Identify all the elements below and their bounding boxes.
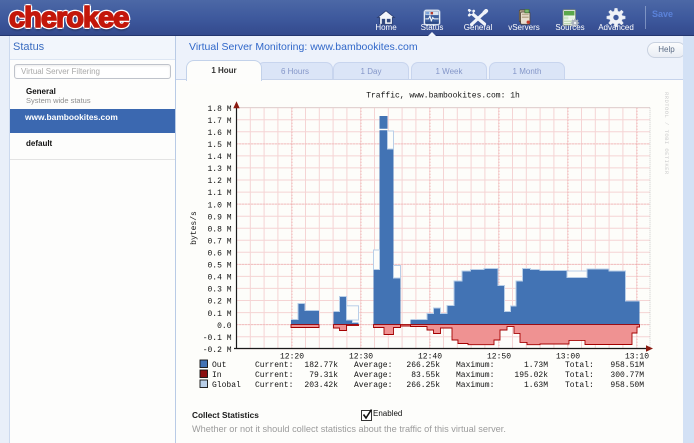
svg-text:1.8 M: 1.8 M — [207, 105, 231, 114]
svg-text:Average:: Average: — [354, 371, 392, 380]
svg-text:0.2 M: 0.2 M — [207, 298, 231, 307]
svg-text:Current:: Current: — [255, 371, 293, 380]
svg-text:12:30: 12:30 — [349, 353, 373, 362]
svg-text:203.42k: 203.42k — [304, 381, 338, 390]
svg-text:Global: Global — [212, 381, 241, 390]
svg-text:1.6 M: 1.6 M — [207, 129, 231, 138]
svg-text:0.7 M: 0.7 M — [207, 237, 231, 246]
svg-text:195.02k: 195.02k — [514, 371, 548, 380]
svg-text:0.5 M: 0.5 M — [207, 262, 231, 271]
svg-text:958.50M: 958.50M — [610, 381, 644, 390]
svg-text:In: In — [212, 371, 222, 380]
svg-text:Maximum:: Maximum: — [456, 361, 494, 370]
svg-text:83.55k: 83.55k — [411, 371, 440, 380]
svg-text:1.63M: 1.63M — [524, 381, 548, 390]
svg-text:0.1 M: 0.1 M — [207, 310, 231, 319]
svg-text:13:00: 13:00 — [556, 353, 580, 362]
svg-text:266.25k: 266.25k — [406, 361, 440, 370]
svg-text:300.77M: 300.77M — [610, 371, 644, 380]
svg-text:1.73M: 1.73M — [524, 361, 548, 370]
svg-text:Total:: Total: — [565, 381, 594, 390]
svg-text:12:50: 12:50 — [487, 353, 511, 362]
svg-text:79.31k: 79.31k — [309, 371, 338, 380]
svg-text:RRDTOOL / TOBI OETIKER: RRDTOOL / TOBI OETIKER — [663, 92, 670, 175]
svg-text:0.4 M: 0.4 M — [207, 274, 231, 283]
svg-text:Average:: Average: — [354, 361, 392, 370]
svg-text:13:10: 13:10 — [625, 353, 649, 362]
svg-text:0.6 M: 0.6 M — [207, 250, 231, 259]
svg-text:0.9 M: 0.9 M — [207, 213, 231, 222]
svg-text:1.3 M: 1.3 M — [207, 165, 231, 174]
svg-text:1.2 M: 1.2 M — [207, 177, 231, 186]
svg-text:Traffic, www.bambookites.com:: Traffic, www.bambookites.com: 1h — [366, 92, 520, 101]
svg-text:Current:: Current: — [255, 381, 293, 390]
svg-text:-0.2 M: -0.2 M — [203, 346, 232, 355]
svg-text:0.8 M: 0.8 M — [207, 225, 231, 234]
svg-text:Maximum:: Maximum: — [456, 371, 494, 380]
svg-text:Current:: Current: — [255, 361, 293, 370]
svg-text:0.3 M: 0.3 M — [207, 286, 231, 295]
svg-text:1.7 M: 1.7 M — [207, 117, 231, 126]
svg-text:958.51M: 958.51M — [610, 361, 644, 370]
svg-text:12:20: 12:20 — [280, 353, 304, 362]
svg-text:1.4 M: 1.4 M — [207, 153, 231, 162]
svg-text:Out: Out — [212, 361, 226, 370]
svg-text:Total:: Total: — [565, 371, 594, 380]
svg-text:Maximum:: Maximum: — [456, 381, 494, 390]
svg-text:266.25k: 266.25k — [406, 381, 440, 390]
svg-text:1.1 M: 1.1 M — [207, 189, 231, 198]
svg-text:Average:: Average: — [354, 381, 392, 390]
svg-text:1.5 M: 1.5 M — [207, 141, 231, 150]
svg-text:1.0 M: 1.0 M — [207, 201, 231, 210]
svg-text:0.0: 0.0 — [217, 322, 232, 331]
svg-text:-0.1 M: -0.1 M — [203, 334, 232, 343]
svg-text:182.77k: 182.77k — [304, 361, 338, 370]
svg-text:bytes/s: bytes/s — [190, 211, 199, 245]
svg-text:12:40: 12:40 — [418, 353, 442, 362]
svg-text:Total:: Total: — [565, 361, 594, 370]
